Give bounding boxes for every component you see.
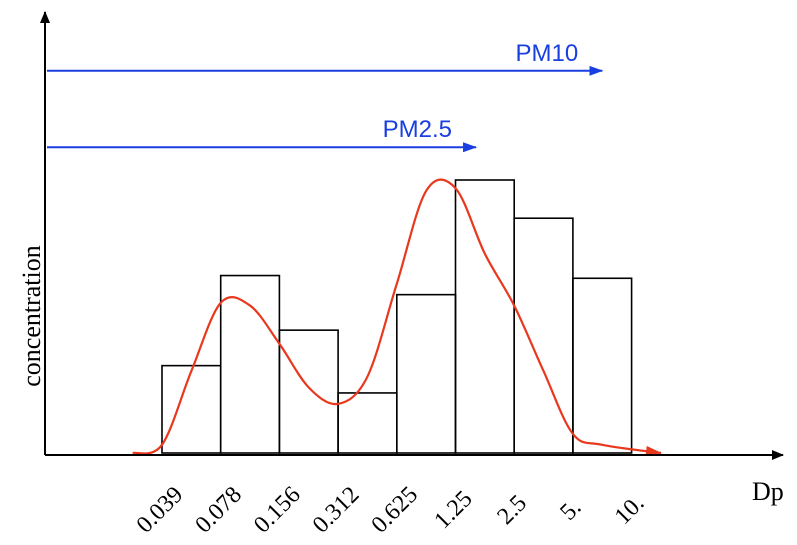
x-tick-label: 0.625 [367, 482, 424, 539]
x-tick-label: 2.5 [492, 490, 532, 530]
x-tick-label: 0.039 [132, 482, 189, 539]
histogram-bar [219, 274, 281, 454]
histogram-bar [395, 293, 457, 454]
histogram-bar [161, 364, 222, 454]
histogram-bars [161, 179, 633, 454]
y-axis-label: concentration [17, 245, 46, 387]
histogram-bar [278, 329, 339, 454]
histogram-bar [572, 277, 633, 454]
size-ranges: PM10 PM2.5 [47, 40, 604, 153]
x-tick-label: 10. [610, 490, 650, 530]
histogram-bar [454, 179, 516, 454]
x-tick-label: 5. [555, 494, 586, 525]
x-tick-label: 1.25 [430, 486, 478, 534]
density-curve [132, 178, 662, 456]
x-tick-label: 0.156 [249, 482, 306, 539]
range-label: PM2.5 [383, 116, 452, 143]
x-tick-label: 0.312 [308, 482, 365, 539]
x-axis-label: Dp [752, 477, 784, 506]
range-label: PM10 [516, 40, 579, 67]
x-tick-labels: 0.039 0.078 0.156 0.312 0.625 1.25 2.5 5. 10. [132, 482, 650, 539]
x-tick-label: 0.078 [190, 482, 247, 539]
